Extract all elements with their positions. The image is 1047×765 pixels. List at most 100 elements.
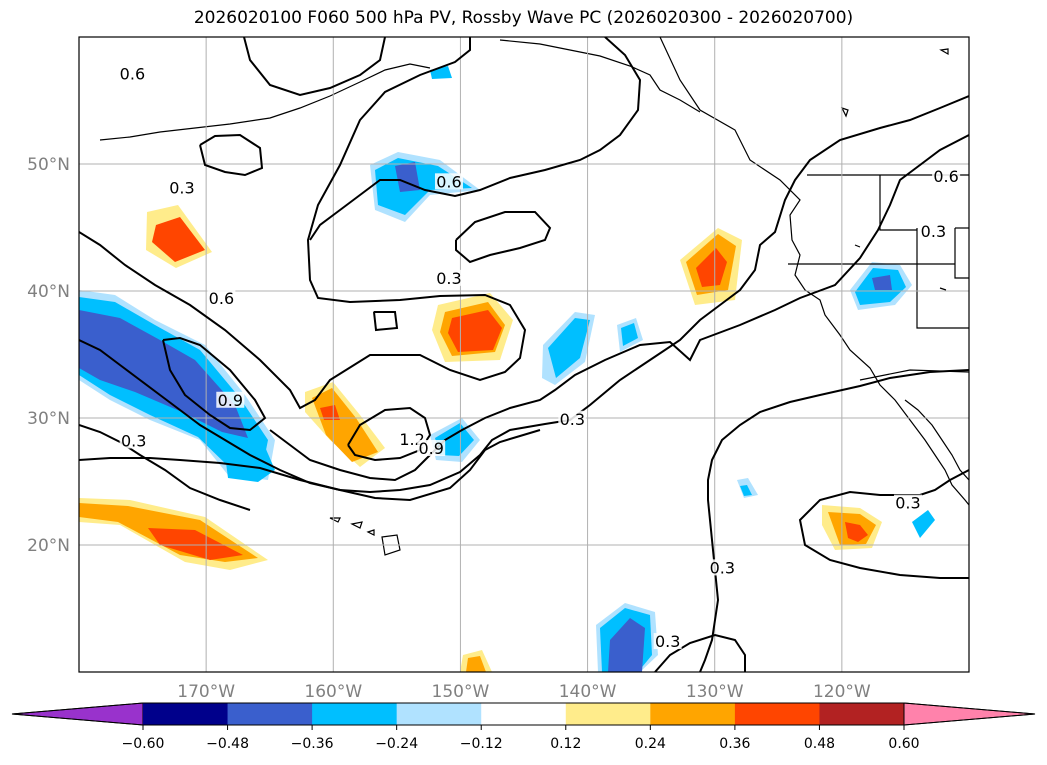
contour-label: 0.3 [169,179,194,198]
contour-label: 0.3 [436,269,461,288]
colorbar-tick-label: −0.24 [375,736,418,752]
pv-contour-line [79,429,541,502]
pv-contour-line [79,95,969,494]
contour-label-bg [708,559,737,576]
lat-tick-label: 40°N [27,282,70,302]
contour-label-bg [119,432,148,449]
axis-ticks: 50°N 40°N 30°N 20°N 170°W 160°W 150°W 140°W 130°… [27,155,871,702]
contour-label-bg [919,222,948,239]
pv-anomaly-region [912,510,935,538]
pv-contour-line [243,37,386,97]
contour-label: 0.3 [655,632,680,651]
pv-anomaly-region [448,310,502,352]
pv-anomaly-region [152,217,205,262]
island [366,529,375,536]
colorbar-tick-label: 0.24 [635,736,666,752]
pv-anomaly-region [608,618,645,672]
colorbar-segment [565,703,651,725]
colorbar-tick-label: −0.12 [460,736,503,752]
contour-label-bg [417,440,446,457]
pv-anomaly-region [466,656,486,672]
contour-label: 0.3 [560,410,585,429]
colorbar-extend-low [11,702,144,726]
contour-label: 0.6 [933,167,958,186]
coastline [659,37,969,506]
contour-label-bg [216,391,245,408]
pv-anomaly-region [621,323,638,346]
coastline [904,399,969,481]
pv-anomaly-region [225,440,275,482]
contour-label: 0.9 [418,439,443,458]
colorbar: −0.60 −0.48 −0.36 −0.24 −0.12 0.12 0.24 0.36 0.4… [11,702,1036,752]
contour-label: 0.6 [436,172,461,191]
colorbar-segment [396,703,482,725]
pv-anomaly-region [548,318,590,378]
contour-label-bg [207,290,236,307]
contour-label-bg [118,65,147,82]
contour-label-bg [653,633,682,650]
contour-label-bg [558,410,587,427]
lon-tick-label: 170°W [177,682,235,702]
contour-label-bg [434,173,463,190]
island [939,48,949,56]
lat-tick-label: 20°N [27,536,70,556]
pv-contour-line [309,37,642,241]
contour-label-bg [893,494,922,511]
colorbar-extend-high [903,702,1036,726]
lon-tick-label: 160°W [304,682,362,702]
pv-anomaly-region [696,248,727,287]
pv-shading-layer [79,66,935,672]
colorbar-segment [312,703,398,725]
island [350,521,363,529]
colorbar-tick-label: 0.36 [719,736,750,752]
island [840,106,849,118]
pv-contour-line [699,369,969,672]
island [329,517,341,523]
map-frame [78,36,970,673]
colorbar-tick-label: −0.60 [122,736,165,752]
pv-anomaly-region [740,485,752,496]
lon-tick-label: 150°W [432,682,490,702]
pv-contour-line [347,406,432,462]
contour-label: 0.3 [121,431,146,450]
coastline [99,63,431,141]
lon-tick-label: 120°W [813,682,871,702]
pv-contour-line [79,424,251,511]
pv-contour-line [373,311,399,332]
coastline [916,228,969,329]
pv-contour-line [269,134,969,482]
lat-tick-label: 50°N [27,155,70,175]
pv-contour-line [654,633,746,672]
colorbar-tick-label: −0.48 [206,736,249,752]
colorbar-segment [819,703,905,725]
colorbar-segment [650,703,736,725]
colorbar-tick-label: 0.48 [804,736,835,752]
pv-anomaly-region [872,275,892,290]
pv-contours [79,37,969,672]
coastline [499,39,701,113]
contour-labels: 0.60.3 0.60.30.60.90.3 1.20.90.30.30.30.30… [118,64,961,651]
colorbar-tick-label: 0.12 [550,736,581,752]
colorbar-tick-label: −0.36 [291,736,334,752]
colorbar-segment [481,703,567,725]
island [381,534,401,556]
contour-label-bg [434,269,463,286]
contour-label-bg [167,179,196,196]
lon-tick-label: 130°W [686,682,744,702]
colorbar-tick-label: 0.60 [888,736,919,752]
pv-anomaly-region [148,528,243,560]
lat-tick-label: 30°N [27,409,70,429]
island [854,244,861,248]
pv-anomaly-region [320,405,340,420]
pv-contour-line [798,469,969,579]
colorbar-segment [734,703,820,725]
contour-label: 0.3 [921,222,946,241]
colorbar-segment [227,703,313,725]
contour-label: 0.6 [209,289,234,308]
chart-title: 2026020100 F060 500 hPa PV, Rossby Wave … [193,8,854,28]
contour-label: 0.3 [895,494,920,513]
contour-label: 0.9 [218,391,243,410]
island [939,287,947,291]
pv-anomaly-region [845,522,868,542]
